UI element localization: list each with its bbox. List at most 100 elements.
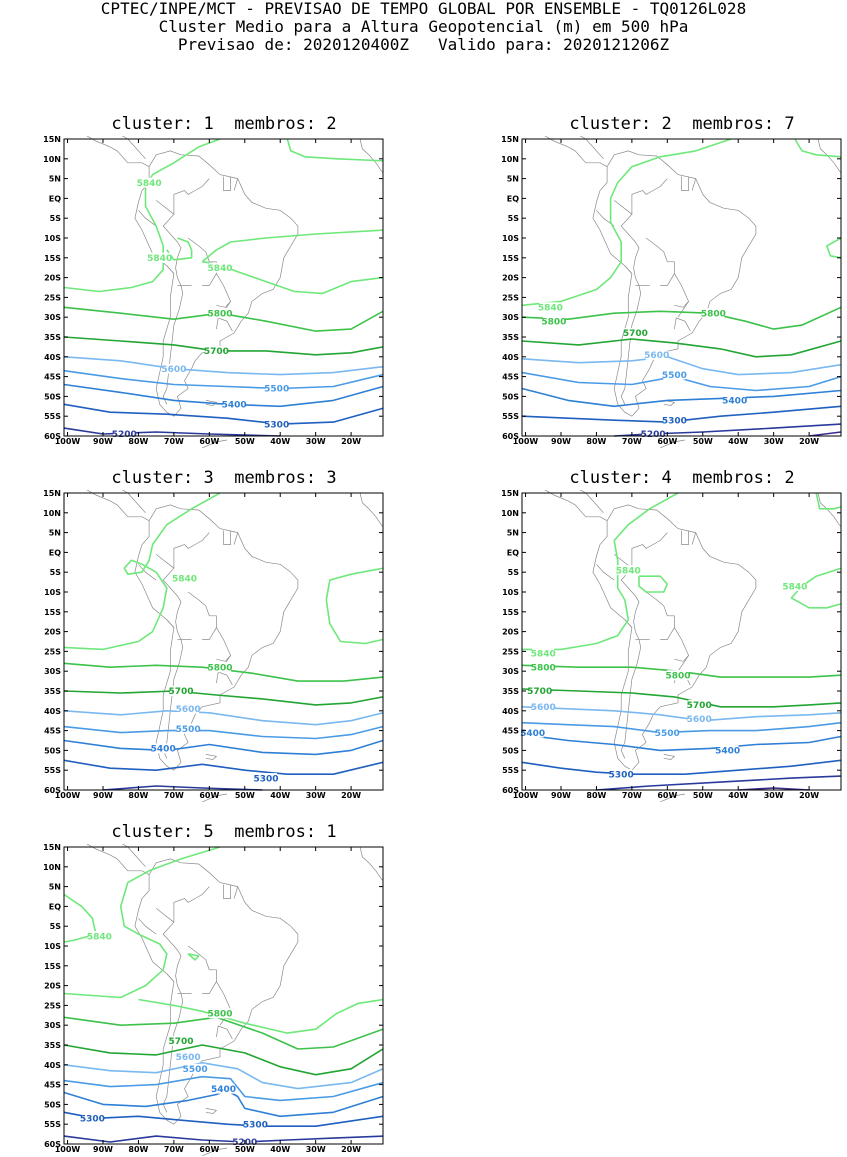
panel-title-cluster-4: cluster: 4 membros: 2 <box>569 468 795 488</box>
lat-label: 20S <box>502 628 519 637</box>
contour-5800 <box>63 306 384 332</box>
lat-label: 60S <box>502 786 519 795</box>
contour-5840 <box>63 846 221 999</box>
lon-label: 20W <box>341 437 361 446</box>
contour-label: 5800 <box>207 309 232 319</box>
country-border <box>173 532 210 569</box>
coastline <box>86 844 150 876</box>
lat-label: 10S <box>44 588 61 597</box>
lon-label: 100W <box>55 1145 81 1154</box>
contour-label: 5800 <box>701 309 726 319</box>
lat-label: 5S <box>50 568 62 577</box>
contour-label-bg <box>688 713 711 724</box>
lat-label: 35S <box>44 1041 61 1050</box>
contour-label: 5840 <box>538 304 563 314</box>
contour-label-bg <box>209 1008 231 1019</box>
lon-label: 100W <box>513 791 539 800</box>
coastline <box>544 490 608 522</box>
contour-label: 5500 <box>183 1065 208 1075</box>
contour-label: 5840 <box>531 650 556 660</box>
country-border <box>624 265 633 274</box>
contour-5600 <box>63 1062 384 1090</box>
country-border <box>187 237 217 286</box>
coastline <box>134 150 299 417</box>
contour-label-bg <box>170 1036 192 1046</box>
lat-label: 5N <box>49 175 61 184</box>
country-border <box>216 273 232 308</box>
coastline <box>544 136 608 168</box>
contour-label: 5800 <box>207 1010 232 1020</box>
contour-label: 5800 <box>541 317 566 327</box>
lat-label: 5S <box>50 214 62 223</box>
lon-label: 70W <box>622 791 642 800</box>
lon-label: 30W <box>764 791 784 800</box>
lon-label: 80W <box>128 791 148 800</box>
contour-label-bg <box>663 415 686 426</box>
contour-5600 <box>63 356 384 376</box>
contour-5840 <box>187 953 200 961</box>
lat-label: 5S <box>50 922 62 931</box>
contour-5400 <box>521 387 842 408</box>
lat-label: 25S <box>502 647 519 656</box>
contour-label: 5300 <box>253 774 278 784</box>
lat-label: 55S <box>44 1120 61 1129</box>
contour-5840 <box>521 138 732 307</box>
contour-label: 5200 <box>112 430 137 440</box>
contour-label-bg <box>521 727 544 738</box>
contour-label: 5400 <box>151 745 176 755</box>
lon-label: 20W <box>799 791 819 800</box>
lat-label: 10N <box>501 155 519 164</box>
lon-label: 60W <box>657 791 677 800</box>
lat-label: 30S <box>44 667 61 676</box>
lat-label: 35S <box>44 687 61 696</box>
contour-label-bg <box>642 429 665 439</box>
panel-title-cluster-3: cluster: 3 membros: 3 <box>111 468 337 488</box>
contour-5840 <box>790 567 842 609</box>
lon-label: 50W <box>235 791 255 800</box>
lat-label: 25S <box>44 293 61 302</box>
lon-label: 20W <box>341 791 361 800</box>
country-border <box>691 178 697 191</box>
country-border <box>681 176 689 191</box>
contour-label: 5600 <box>687 715 712 725</box>
contour-label-bg <box>645 349 668 360</box>
lon-label: 50W <box>693 791 713 800</box>
contour-5840 <box>63 138 221 293</box>
country-border <box>645 237 675 286</box>
lat-label: 45S <box>44 1081 61 1090</box>
contour-label: 5300 <box>662 416 687 426</box>
lat-label: 10S <box>44 234 61 243</box>
country-border <box>645 591 675 640</box>
lat-label: 5S <box>508 214 520 223</box>
lon-label: 30W <box>306 1145 326 1154</box>
lat-label: 15N <box>501 490 519 498</box>
lat-label: 5N <box>507 175 519 184</box>
contour-label: 5400 <box>211 1085 236 1095</box>
lon-label: 90W <box>551 791 571 800</box>
lat-label: EQ <box>507 548 519 557</box>
lon-label: 40W <box>270 1145 290 1154</box>
lon-label: 60W <box>199 791 219 800</box>
contour-label-bg <box>148 252 171 263</box>
contour-5300 <box>521 759 842 775</box>
contour-5300 <box>63 403 384 425</box>
plot-frame <box>521 492 842 791</box>
contour-label-bg <box>783 581 806 592</box>
lon-label: 70W <box>622 437 642 446</box>
lat-label: 20S <box>44 628 61 637</box>
contour-5500 <box>521 721 842 734</box>
contour-label: 5840 <box>172 574 197 584</box>
contour-5840 <box>325 567 384 645</box>
contour-label: 5700 <box>168 1037 193 1047</box>
contour-5840 <box>201 229 384 263</box>
contour-label-bg <box>212 1083 235 1094</box>
lon-label: 90W <box>551 437 571 446</box>
lon-label: 50W <box>235 437 255 446</box>
lon-label: 20W <box>799 437 819 446</box>
contour-label: 5700 <box>527 687 552 697</box>
contour-label-bg <box>244 1119 267 1130</box>
coastline <box>359 846 384 881</box>
country-border <box>223 530 231 545</box>
contour-5200 <box>63 427 281 437</box>
